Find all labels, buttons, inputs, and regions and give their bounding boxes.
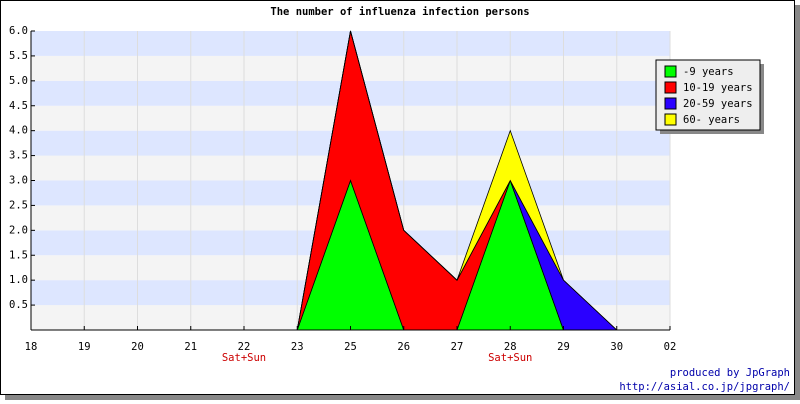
legend-label: 10-19 years [683,82,753,94]
y-tick-label: 5.5 [9,50,28,62]
y-tick-label: 1.5 [9,249,28,261]
x-tick-label: 27 [451,341,464,353]
y-tick-label: 0.5 [9,299,28,311]
annotation: Sat+Sun [222,352,266,364]
x-tick-label: 29 [557,341,570,353]
legend-label: 20-59 years [683,98,753,110]
y-tick-label: 2.5 [9,199,28,211]
x-tick-label: 21 [184,341,197,353]
x-tick-label: 20 [131,341,144,353]
legend-label: 60- years [683,114,740,126]
x-tick-label: 22 [238,341,251,353]
credit: produced by JpGraph [670,367,790,379]
x-tick-label: 26 [397,341,410,353]
x-tick-label: 28 [504,341,517,353]
y-tick-label: 4.5 [9,100,28,112]
legend-swatch [664,113,677,126]
legend-swatch [664,81,677,94]
y-tick-label: 2.0 [9,224,28,236]
x-tick-label: 25 [344,341,357,353]
x-tick-label: 30 [610,341,623,353]
legend-swatch [664,65,677,78]
y-tick-label: 3.5 [9,150,28,162]
credit: http://asial.co.jp/jpgraph/ [619,381,790,393]
chart-title: The number of influenza infection person… [270,6,529,18]
x-tick-label: 18 [25,341,38,353]
x-tick-label: 23 [291,341,304,353]
y-tick-label: 3.0 [9,175,28,187]
legend-swatch [664,97,677,110]
y-tick-label: 6.0 [9,25,28,37]
y-tick-label: 4.0 [9,125,28,137]
x-tick-label: 19 [78,341,91,353]
annotation: Sat+Sun [488,352,532,364]
y-tick-label: 1.0 [9,274,28,286]
legend-label: -9 years [683,66,734,78]
y-tick-label: 5.0 [9,75,28,87]
x-tick-label: 02 [664,341,677,353]
